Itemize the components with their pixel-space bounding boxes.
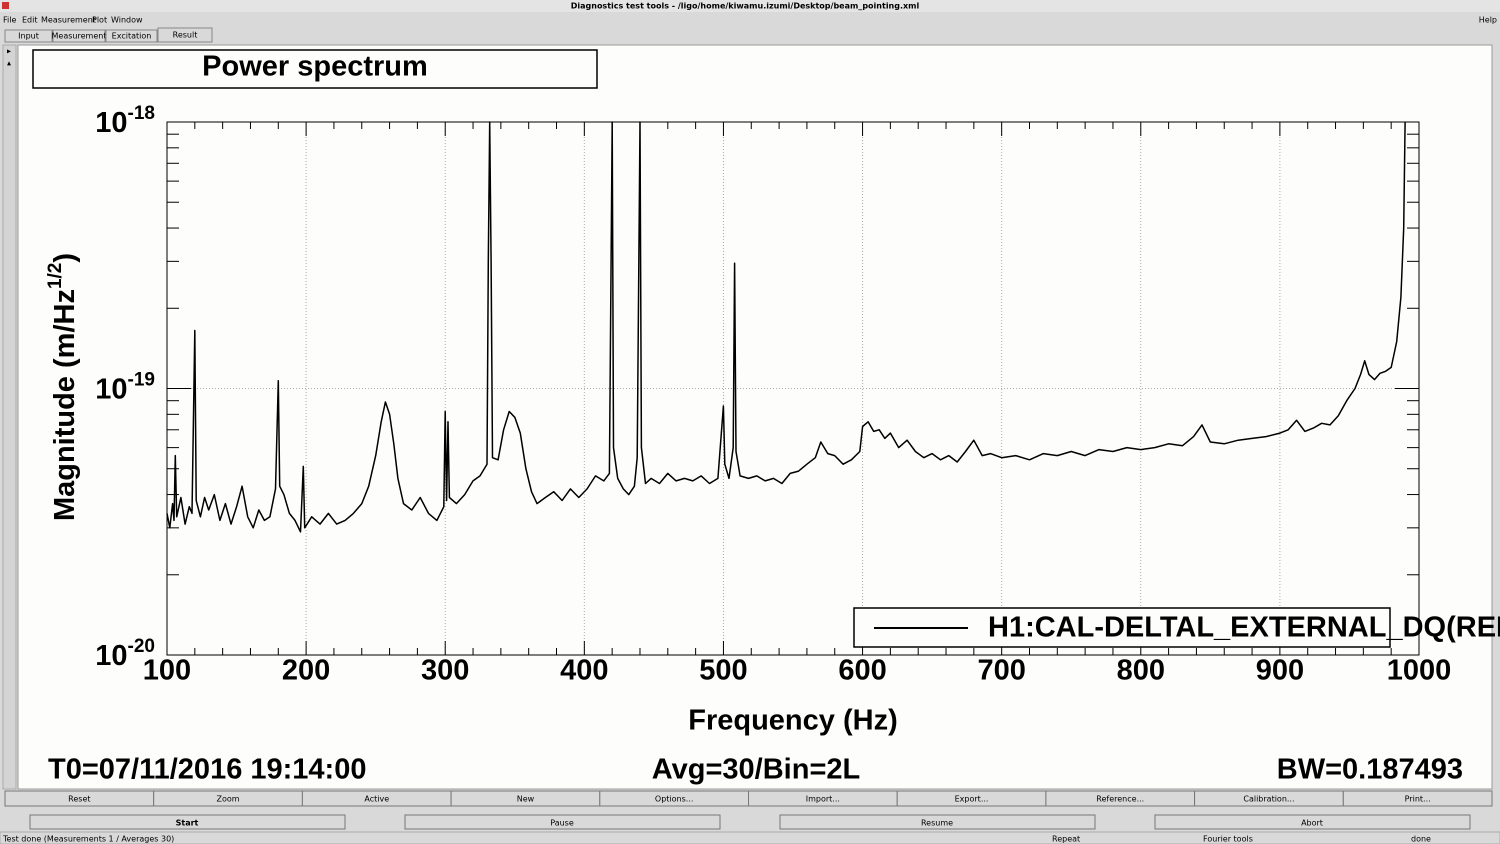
menu-item[interactable]: Measurement bbox=[41, 16, 96, 25]
tab-label[interactable]: Excitation bbox=[112, 32, 152, 41]
y-tick-exponent: -19 bbox=[128, 370, 155, 391]
status-bar bbox=[0, 831, 1500, 844]
button-label[interactable]: Import... bbox=[806, 795, 840, 804]
tab[interactable] bbox=[4, 29, 53, 43]
button-label[interactable]: Resume bbox=[921, 819, 953, 828]
y-label-suffix: ) bbox=[49, 253, 81, 263]
annotation: T0=07/11/2016 19:14:00 bbox=[48, 754, 366, 786]
x-tick-label: 400 bbox=[560, 655, 608, 687]
status-text: done bbox=[1411, 835, 1431, 844]
button[interactable] bbox=[1342, 790, 1493, 807]
status-text: Test done (Measurements 1 / Averages 30) bbox=[2, 835, 174, 844]
button-label[interactable]: Zoom bbox=[217, 795, 240, 804]
y-tick-label: 10-20 bbox=[95, 636, 155, 672]
spectrum-line bbox=[166, 121, 1406, 533]
button-label[interactable]: Options... bbox=[655, 795, 694, 804]
y-tick-exponent: -20 bbox=[128, 636, 155, 657]
window-icon bbox=[2, 2, 9, 9]
menu-item[interactable]: Window bbox=[111, 16, 143, 25]
status-text: Repeat bbox=[1052, 835, 1080, 844]
y-tick-base: 10 bbox=[95, 640, 127, 672]
button-label[interactable]: Start bbox=[176, 819, 199, 828]
x-tick-label: 600 bbox=[838, 655, 886, 687]
tab-label[interactable]: Measurement bbox=[52, 32, 107, 41]
x-tick-label: 300 bbox=[421, 655, 469, 687]
title-box bbox=[32, 49, 598, 89]
x-tick-label: 700 bbox=[977, 655, 1025, 687]
x-tick-label: 1000 bbox=[1387, 655, 1452, 687]
x-tick-label: 800 bbox=[1117, 655, 1165, 687]
window-title: Diagnostics test tools - /ligo/home/kiwa… bbox=[571, 2, 920, 11]
x-tick-label: 500 bbox=[699, 655, 747, 687]
button[interactable] bbox=[29, 814, 346, 830]
y-tick-exponent: -18 bbox=[128, 103, 155, 124]
button-label[interactable]: Reset bbox=[68, 795, 90, 804]
x-axis-label: Frequency (Hz) bbox=[688, 705, 897, 737]
y-label-sup: 1/2 bbox=[45, 263, 66, 289]
y-tick-base: 10 bbox=[95, 107, 127, 139]
button[interactable] bbox=[779, 814, 1096, 830]
chart-title: Power spectrum bbox=[202, 51, 428, 83]
y-tick-label: 10-19 bbox=[95, 370, 155, 406]
button-label[interactable]: New bbox=[517, 795, 535, 804]
button[interactable] bbox=[1154, 814, 1471, 830]
y-label-text: Magnitude (m/Hz bbox=[49, 289, 81, 521]
legend-label: H1:CAL-DELTAL_EXTERNAL_DQ(REF0) bbox=[988, 612, 1500, 644]
x-tick-label: 900 bbox=[1256, 655, 1304, 687]
plot-pad bbox=[17, 44, 1493, 790]
menu-help[interactable]: Help bbox=[1479, 16, 1497, 25]
button-label[interactable]: Abort bbox=[1301, 819, 1323, 828]
status-text: Fourier tools bbox=[1203, 835, 1253, 844]
menu-item[interactable]: Edit bbox=[22, 16, 38, 25]
tab-label[interactable]: Result bbox=[173, 31, 198, 40]
button-label[interactable]: Calibration... bbox=[1243, 795, 1294, 804]
button-label[interactable]: Print... bbox=[1405, 795, 1431, 804]
button-label[interactable]: Export... bbox=[955, 795, 989, 804]
tab[interactable] bbox=[52, 29, 106, 43]
tab[interactable] bbox=[157, 27, 213, 43]
button-label[interactable]: Reference... bbox=[1096, 795, 1144, 804]
menu-item[interactable]: File bbox=[3, 16, 16, 25]
y-tick-label: 10-18 bbox=[95, 103, 155, 139]
annotation: BW=0.187493 bbox=[1277, 754, 1463, 786]
button-label[interactable]: Pause bbox=[550, 819, 574, 828]
side-panel bbox=[2, 44, 17, 790]
y-axis-label: Magnitude (m/Hz1/2) bbox=[45, 253, 81, 521]
side-arrow: ▸ bbox=[7, 47, 11, 56]
annotation: Avg=30/Bin=2L bbox=[652, 754, 860, 786]
button[interactable] bbox=[404, 814, 721, 830]
button-label[interactable]: Active bbox=[364, 795, 389, 804]
x-tick-label: 200 bbox=[282, 655, 330, 687]
tab[interactable] bbox=[105, 29, 158, 43]
title-bar bbox=[0, 0, 1500, 12]
menu-item[interactable]: Plot bbox=[92, 16, 107, 25]
side-arrow: ▴ bbox=[7, 59, 11, 68]
y-tick-base: 10 bbox=[95, 373, 127, 405]
tab-label[interactable]: Input bbox=[18, 32, 39, 41]
x-tick-label: 100 bbox=[143, 655, 191, 687]
plot-frame bbox=[166, 121, 1420, 656]
